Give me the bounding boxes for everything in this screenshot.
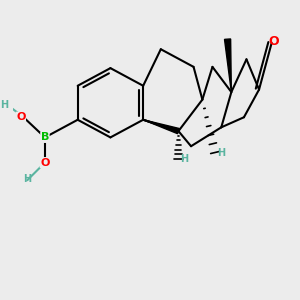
Text: H: H [217,148,225,158]
Text: H: H [181,154,189,164]
Text: H: H [0,100,8,110]
Text: O: O [268,35,279,48]
Text: H: H [23,173,32,184]
Text: B: B [41,132,49,142]
Text: O: O [40,158,50,168]
Polygon shape [143,120,179,134]
Text: O: O [16,112,26,122]
Polygon shape [224,39,231,92]
